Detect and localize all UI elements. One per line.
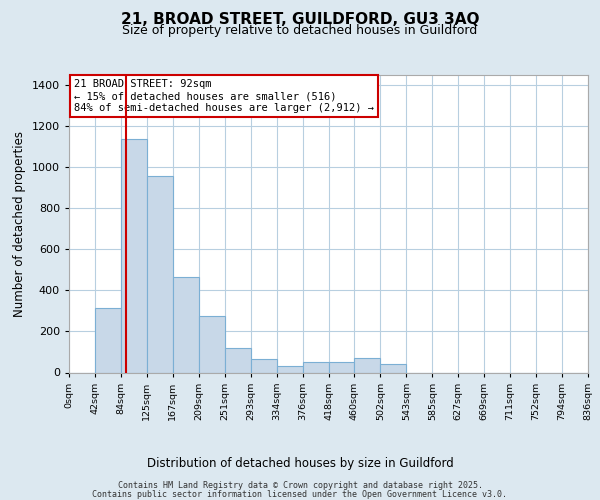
Bar — [251, 359, 277, 372]
Bar — [121, 139, 147, 372]
Bar — [355, 358, 380, 372]
Text: 21, BROAD STREET, GUILDFORD, GU3 3AQ: 21, BROAD STREET, GUILDFORD, GU3 3AQ — [121, 12, 479, 28]
Text: Contains HM Land Registry data © Crown copyright and database right 2025.: Contains HM Land Registry data © Crown c… — [118, 481, 482, 490]
Y-axis label: Number of detached properties: Number of detached properties — [13, 130, 26, 317]
Bar — [95, 308, 121, 372]
Bar — [277, 366, 302, 372]
Bar — [329, 362, 355, 372]
Text: Size of property relative to detached houses in Guildford: Size of property relative to detached ho… — [122, 24, 478, 37]
Text: 21 BROAD STREET: 92sqm
← 15% of detached houses are smaller (516)
84% of semi-de: 21 BROAD STREET: 92sqm ← 15% of detached… — [74, 80, 374, 112]
Text: Distribution of detached houses by size in Guildford: Distribution of detached houses by size … — [146, 458, 454, 470]
Bar — [199, 316, 224, 372]
Bar — [225, 348, 251, 372]
Bar — [380, 364, 406, 372]
Bar — [173, 278, 199, 372]
Text: Contains public sector information licensed under the Open Government Licence v3: Contains public sector information licen… — [92, 490, 508, 499]
Bar — [302, 362, 329, 372]
Bar — [147, 176, 173, 372]
